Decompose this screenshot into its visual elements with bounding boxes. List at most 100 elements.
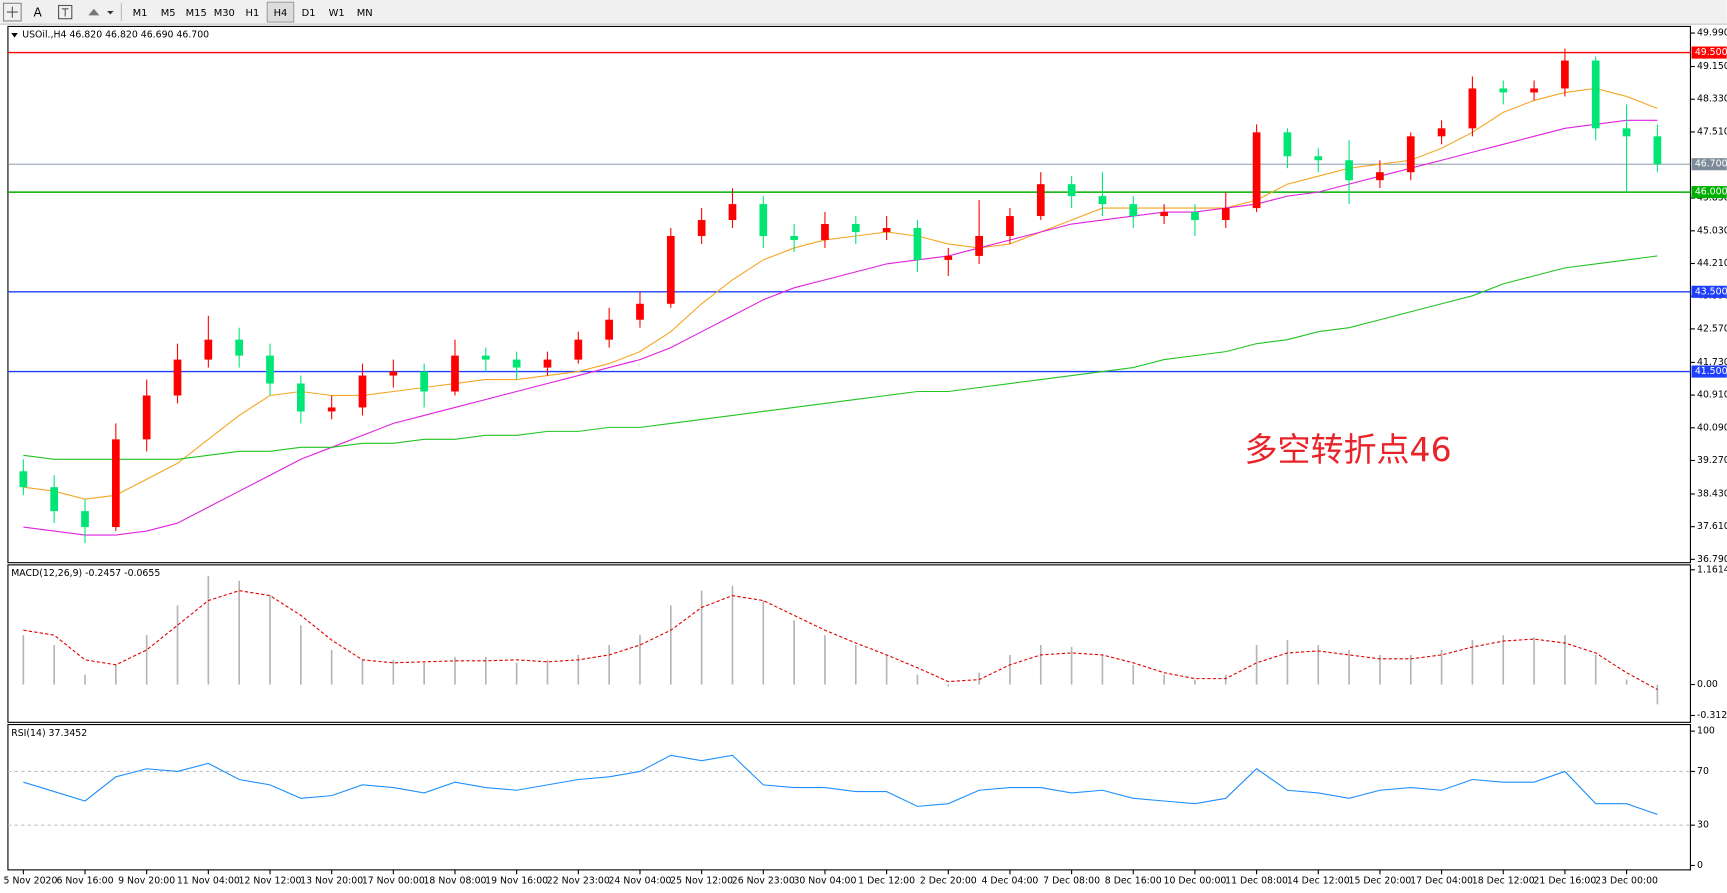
y-tick-label: 44.210 <box>1697 258 1727 269</box>
candle-body <box>1006 216 1014 236</box>
candle-body <box>913 228 922 260</box>
y-tick-label: 100 <box>1697 726 1715 737</box>
level-label: 49.500 <box>1695 47 1727 58</box>
candle-body <box>1376 172 1384 181</box>
rsi-line <box>23 754 1658 815</box>
panel-title: MACD(12,26,9) -0.2457 -0.0655 <box>11 568 160 579</box>
timeframe-button[interactable]: M1 <box>133 8 148 19</box>
y-tick-label: 42.570 <box>1697 323 1727 334</box>
candle-body <box>1406 136 1415 173</box>
timeframe-label: H1 <box>246 8 260 19</box>
candle-body <box>296 383 305 412</box>
panel-title: USOil.,H4 46.820 46.820 46.690 46.700 <box>22 30 209 41</box>
timeframe-button[interactable]: MN <box>357 8 373 19</box>
timeframe-button[interactable]: M5 <box>161 8 176 19</box>
candle-body <box>1129 204 1138 217</box>
x-tick-label: 15 Dec 20:00 <box>1348 875 1411 886</box>
candle-body <box>697 220 706 236</box>
active-highlight <box>266 1 295 23</box>
candle-body <box>1530 88 1538 93</box>
candle-body <box>636 303 644 320</box>
crosshair-icon[interactable] <box>2 2 22 22</box>
x-tick-label: 22 Nov 23:00 <box>547 875 610 886</box>
candle-body <box>1499 88 1508 93</box>
icon-frame <box>58 4 73 20</box>
candle-body <box>605 319 613 340</box>
candle-body <box>512 359 521 368</box>
timeframe-button[interactable]: D1 <box>302 8 316 19</box>
candle-body <box>1221 208 1230 221</box>
y-tick-label: 49.990 <box>1697 28 1727 39</box>
x-tick-label: 14 Dec 12:00 <box>1287 875 1350 886</box>
y-tick-label: 30 <box>1697 820 1709 831</box>
timeframe-label: M1 <box>133 8 148 19</box>
panel-frame <box>7 564 1691 723</box>
x-tick-label: 5 Nov 2020 <box>4 875 58 886</box>
annotation: 多空转折点46 <box>1244 430 1451 469</box>
y-tick-label: 48.330 <box>1697 94 1727 105</box>
x-tick-label: 12 Nov 12:00 <box>239 875 302 886</box>
level-tag <box>1691 46 1727 59</box>
level-label: 46.700 <box>1695 159 1727 170</box>
candle-body <box>944 255 953 260</box>
x-tick-label: 9 Nov 20:00 <box>118 875 175 886</box>
timeframe-label: H4 <box>274 8 288 19</box>
y-tick-label: 49.150 <box>1697 61 1727 72</box>
label-tool[interactable] <box>58 4 73 20</box>
y-tick-label: 45.030 <box>1697 225 1727 236</box>
timeframe-button[interactable]: H4 <box>266 1 295 23</box>
x-tick-label: 26 Nov 23:00 <box>732 875 795 886</box>
timeframe-label: M30 <box>214 8 235 19</box>
candle-body <box>173 359 182 396</box>
shapes-tool[interactable] <box>88 8 114 16</box>
timeframe-button[interactable]: M15 <box>186 8 207 19</box>
candle-body <box>728 204 737 221</box>
candle-body <box>1036 184 1045 217</box>
candle-body <box>790 235 798 240</box>
icon-glyph <box>61 8 69 17</box>
candle-body <box>1591 60 1600 129</box>
timeframe-button[interactable]: W1 <box>329 8 345 19</box>
candle-body <box>1067 184 1076 197</box>
candle-body <box>420 371 429 392</box>
x-tick-label: 6 Nov 16:00 <box>56 875 113 886</box>
y-tick-label: 0.00 <box>1697 679 1718 690</box>
x-tick-label: 18 Nov 08:00 <box>423 875 486 886</box>
candle-body <box>1622 128 1631 137</box>
x-tick-label: 30 Nov 04:00 <box>793 875 856 886</box>
timeframe-button[interactable]: H1 <box>246 8 260 19</box>
moving-average <box>23 255 1658 460</box>
candle-body <box>1283 132 1292 157</box>
candle-body <box>1191 212 1199 221</box>
icon-glyph <box>88 8 100 16</box>
candle-body <box>358 375 367 408</box>
x-tick-label: 11 Nov 04:00 <box>177 875 240 886</box>
y-tick-label: 36.790 <box>1697 554 1727 565</box>
level-label: 46.000 <box>1695 187 1727 198</box>
timeframe-label: W1 <box>329 8 345 19</box>
candle-body <box>235 339 244 356</box>
candle-body <box>851 224 860 233</box>
x-tick-label: 17 Nov 00:00 <box>362 875 425 886</box>
candle-body <box>81 511 89 528</box>
x-tick-label: 21 Dec 16:00 <box>1533 875 1596 886</box>
x-tick-label: 10 Dec 00:00 <box>1164 875 1227 886</box>
timeframe-label: M15 <box>186 8 207 19</box>
candle-body <box>1160 212 1168 217</box>
x-tick-label: 23 Dec 00:00 <box>1595 875 1658 886</box>
x-tick-label: 19 Nov 16:00 <box>485 875 548 886</box>
level-tag <box>1691 158 1727 171</box>
timeframes: M1 M5 M15 M30 H1 H4 D1 W1 MN <box>133 1 373 23</box>
icon-glyph <box>6 6 18 18</box>
text-tool[interactable]: A <box>34 6 43 20</box>
macd-signal <box>23 590 1658 690</box>
candle-body <box>50 487 59 512</box>
level-label: 43.500 <box>1695 286 1727 297</box>
candle-body <box>204 339 213 360</box>
timeframe-button[interactable]: M30 <box>214 8 235 19</box>
candle-body <box>1437 128 1446 137</box>
candle-body <box>882 228 891 233</box>
x-tick-label: 4 Dec 04:00 <box>981 875 1038 886</box>
x-tick-label: 13 Nov 20:00 <box>300 875 363 886</box>
